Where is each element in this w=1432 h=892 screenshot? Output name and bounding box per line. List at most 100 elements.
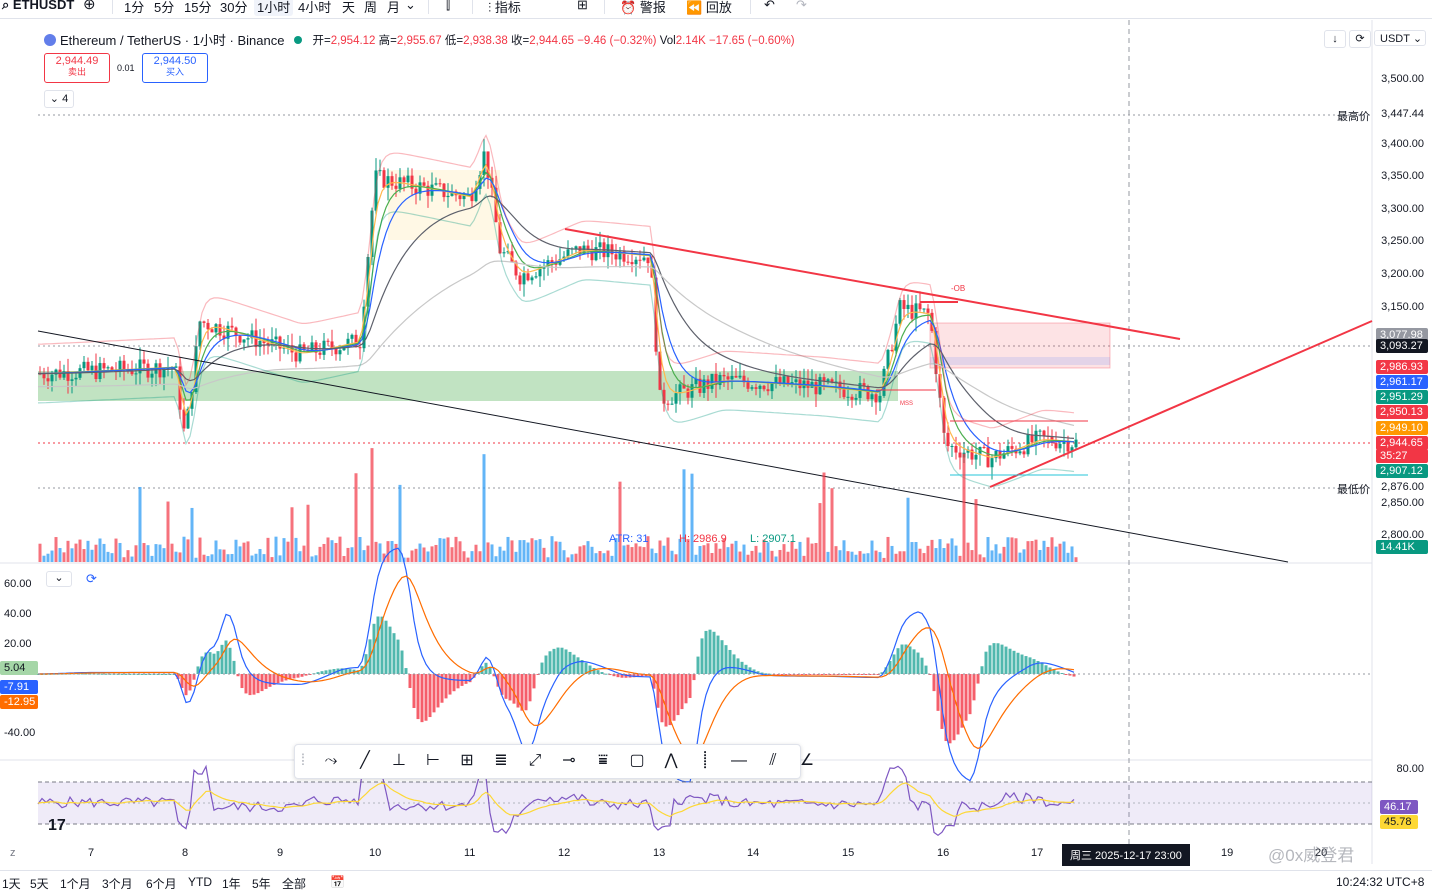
macd-axis-label: 60.00 bbox=[4, 578, 32, 590]
macd-histogram-bar bbox=[300, 674, 304, 677]
macd-histogram-bar bbox=[688, 674, 692, 698]
add-symbol-icon[interactable]: ⊕ bbox=[83, 0, 96, 13]
layouts-icon[interactable]: ⊞ bbox=[577, 0, 588, 12]
pitchfork-tool-icon[interactable]: ⫽ bbox=[769, 752, 777, 769]
time-axis[interactable]: z 7 8 9 10 11 12 13 14 15 16 17 19 20 周三… bbox=[0, 844, 1432, 866]
date-range-icon[interactable]: 📅 bbox=[330, 875, 345, 889]
macd-histogram-bar bbox=[860, 674, 864, 675]
rectangle-tool-icon[interactable]: ▢ bbox=[629, 752, 645, 769]
interval-1d[interactable]: 天 bbox=[342, 0, 356, 15]
interval-dropdown-icon[interactable]: ⌄ bbox=[405, 0, 416, 12]
candle-body bbox=[922, 308, 926, 310]
candle-body bbox=[402, 177, 406, 183]
drag-handle-icon[interactable]: ⁞ bbox=[300, 752, 306, 769]
volume-bar bbox=[194, 557, 198, 562]
time-label: 14 bbox=[747, 847, 760, 859]
interval-1M[interactable]: 月 bbox=[387, 0, 401, 15]
refresh-icon[interactable]: ⟳ bbox=[1349, 30, 1371, 48]
volume-bar bbox=[990, 550, 994, 562]
bollinger-upper bbox=[37, 134, 1075, 429]
volume-bar bbox=[538, 539, 542, 562]
volume-bar bbox=[390, 540, 394, 562]
macd-axis-label: 40.00 bbox=[4, 608, 32, 620]
macd-histogram-bar bbox=[944, 674, 948, 742]
sell-button[interactable]: 2,944.49 卖出 bbox=[44, 53, 110, 83]
candle-body bbox=[62, 371, 66, 378]
macd-histogram-bar bbox=[500, 674, 504, 695]
macd-histogram-bar bbox=[456, 674, 460, 689]
macd-histogram-bar bbox=[512, 674, 516, 704]
macd-histogram-bar bbox=[340, 668, 344, 674]
trendline-tool-icon[interactable]: ╱ bbox=[360, 752, 370, 769]
horizontal-line-icon[interactable]: ⊸ bbox=[562, 752, 576, 769]
buy-button[interactable]: 2,944.50 买入 bbox=[142, 53, 208, 83]
ray-tool-icon[interactable]: ⤳ bbox=[324, 752, 338, 769]
candle-body bbox=[274, 336, 278, 340]
candle-body bbox=[502, 252, 506, 254]
macd-histogram-bar bbox=[972, 674, 976, 701]
interval-1h[interactable]: 1小时 bbox=[254, 0, 294, 16]
interval-1m[interactable]: 1分 bbox=[124, 0, 145, 15]
candle-body bbox=[838, 381, 842, 390]
alert-button[interactable]: ⏰ 警报 bbox=[620, 0, 666, 15]
macd-histogram-bar bbox=[164, 673, 168, 675]
fib-tool-icon[interactable]: ≣ bbox=[494, 752, 508, 769]
vertical-line-icon[interactable]: ⸽ bbox=[702, 752, 708, 769]
macd-histogram-bar bbox=[192, 674, 196, 680]
pane-collapse-button[interactable]: ⌄ bbox=[46, 571, 72, 587]
download-icon[interactable]: ↓ bbox=[1324, 30, 1346, 48]
volume-bar bbox=[846, 551, 850, 562]
volume-bar bbox=[554, 541, 558, 562]
currency-select[interactable]: USDT ⌄ bbox=[1374, 30, 1426, 46]
volume-bar bbox=[362, 550, 366, 562]
path-tool-icon[interactable]: ⤢ bbox=[528, 752, 542, 769]
volume-bar bbox=[698, 546, 702, 562]
macd-histogram-bar bbox=[892, 654, 896, 674]
interval-5m[interactable]: 5分 bbox=[154, 0, 175, 15]
indicators-button[interactable]: ⫶ 指标 bbox=[488, 0, 521, 15]
macd-axis-label: -40.00 bbox=[4, 727, 36, 739]
sync-icon[interactable]: ⟳ bbox=[86, 571, 97, 586]
candle-body bbox=[634, 259, 638, 265]
volume-bar bbox=[890, 545, 894, 562]
replay-button[interactable]: ⏪ 回放 bbox=[686, 0, 732, 15]
volume-bar bbox=[358, 536, 362, 562]
candle-body bbox=[614, 254, 618, 260]
redo-icon[interactable]: ↷ bbox=[796, 0, 807, 12]
candle-body bbox=[130, 370, 134, 375]
hline-tool-icon[interactable]: — bbox=[731, 752, 747, 769]
candle-type-icon[interactable]: ⫿ bbox=[446, 0, 451, 12]
interval-1w[interactable]: 周 bbox=[364, 0, 378, 15]
angle-tool-icon[interactable]: ∠ bbox=[799, 752, 815, 769]
tradingview-logo: 17 bbox=[48, 817, 66, 834]
undo-icon[interactable]: ↶ bbox=[764, 0, 775, 12]
volume-bar bbox=[922, 553, 926, 562]
vertical-measure-icon[interactable]: ⊥ bbox=[392, 752, 406, 769]
interval-4h[interactable]: 4小时 bbox=[298, 0, 332, 15]
volume-bar bbox=[1070, 546, 1074, 562]
range-ytd[interactable]: YTD bbox=[188, 875, 212, 889]
clock-time[interactable]: 10:24:32 UTC+8 bbox=[1336, 875, 1425, 889]
candle-body bbox=[890, 349, 894, 351]
candle-body bbox=[358, 347, 362, 349]
range-tool-icon[interactable]: ⊞ bbox=[460, 752, 474, 769]
volume-bar bbox=[590, 546, 594, 562]
parallel-channel-icon[interactable]: ⩸ bbox=[598, 752, 608, 769]
indicators-collapse-button[interactable]: ⌄ 4 bbox=[44, 90, 74, 108]
interval-30m[interactable]: 30分 bbox=[220, 0, 248, 15]
candle-body bbox=[766, 389, 770, 392]
macd-histogram-bar bbox=[304, 674, 308, 676]
macd-histogram-bar bbox=[716, 635, 720, 674]
symbol-search[interactable]: ⌕ ETHUSDT bbox=[2, 0, 74, 13]
volume-bar bbox=[90, 549, 94, 562]
symbol-title[interactable]: Ethereum / TetherUS · 1小时 · Binance bbox=[60, 33, 285, 48]
macd-histogram-bar bbox=[288, 674, 292, 680]
macd-histogram-bar bbox=[176, 674, 180, 679]
zoom-icon[interactable]: z bbox=[10, 847, 16, 859]
ma-line bbox=[38, 260, 1075, 426]
price-chart[interactable]: -OB MSS ATR: 31 H: 2986.9 L: 2907.1 17 bbox=[0, 20, 1432, 864]
interval-15m[interactable]: 15分 bbox=[184, 0, 212, 15]
horizontal-measure-icon[interactable]: ⊢ bbox=[426, 752, 440, 769]
polyline-tool-icon[interactable]: ⋀ bbox=[664, 752, 678, 769]
candle-body bbox=[986, 447, 990, 468]
